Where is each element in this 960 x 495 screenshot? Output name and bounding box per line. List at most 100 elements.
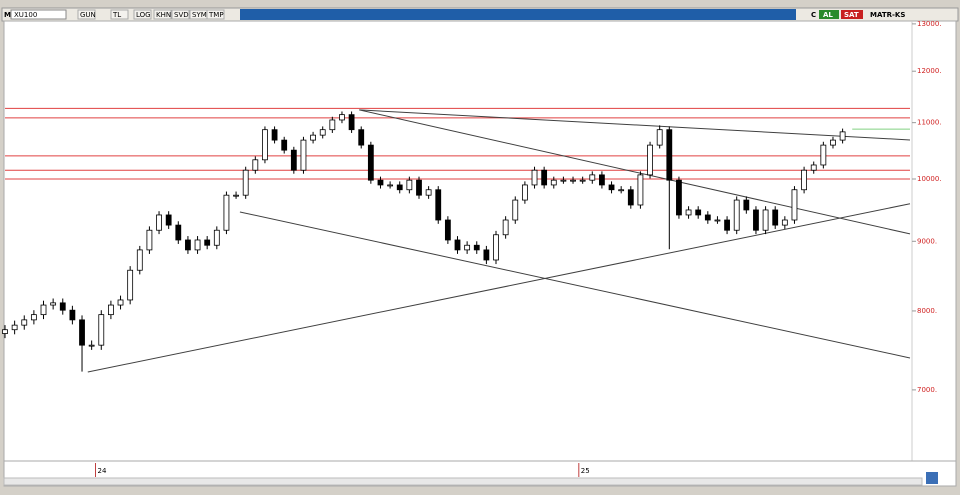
candle-body: [329, 119, 336, 131]
mode-label[interactable]: M: [4, 11, 11, 19]
candle-body: [377, 179, 384, 186]
c-button[interactable]: C: [811, 11, 816, 19]
candle-body: [348, 114, 355, 131]
candle-body: [724, 219, 730, 231]
candle-body: [367, 144, 374, 181]
candle-body: [358, 129, 365, 146]
candle-body: [579, 179, 586, 182]
candle-body: [11, 324, 18, 331]
candle-body: [435, 189, 442, 221]
candle-body: [627, 189, 634, 206]
candle-body: [753, 209, 759, 231]
toolbar-button[interactable]: TL: [112, 11, 121, 19]
candle-body: [743, 199, 750, 211]
candle-body: [637, 174, 644, 206]
toolbar-button-box[interactable]: [77, 9, 96, 20]
candle-body: [541, 169, 548, 186]
candle-body: [300, 139, 307, 171]
candle-body: [473, 244, 480, 251]
trendline: [239, 211, 911, 359]
toolbar-button-box[interactable]: [153, 9, 172, 20]
candle-body: [50, 302, 57, 306]
candle-body: [223, 194, 230, 231]
x-tick-label: 25: [581, 467, 590, 475]
candle-body: [570, 179, 576, 182]
buy-button[interactable]: AL: [823, 11, 833, 19]
nav-button[interactable]: [926, 472, 938, 484]
candle-body: [30, 314, 37, 321]
candle-body: [146, 229, 153, 251]
candle-body: [521, 184, 528, 201]
toolbar-button-box[interactable]: [110, 9, 129, 20]
toolbar-button[interactable]: GUN: [80, 11, 96, 19]
candle-body: [820, 144, 827, 166]
candle-body: [262, 129, 268, 161]
toolbar-button[interactable]: SYM: [192, 11, 207, 19]
candle-body: [396, 184, 403, 191]
candle-body: [194, 239, 201, 251]
candle-body: [656, 129, 663, 146]
candle-body: [204, 239, 211, 246]
candle-body: [69, 309, 76, 321]
scrollbar[interactable]: [3, 477, 923, 486]
candle-body: [387, 184, 394, 187]
y-tick-label: 7000.: [917, 386, 937, 394]
candle-body: [512, 199, 519, 221]
candle-body: [599, 174, 605, 186]
candle-body: [339, 114, 345, 121]
candle-body: [483, 249, 490, 261]
candle-body: [117, 299, 124, 306]
buy-box[interactable]: [819, 10, 839, 19]
candle-body: [156, 214, 162, 231]
template-label[interactable]: MATR-KS: [870, 11, 905, 19]
y-tick-label: 10000.: [917, 175, 942, 183]
candle-body: [464, 244, 471, 251]
candle-body: [733, 199, 740, 231]
candle-body: [685, 209, 692, 216]
y-tick-label: 8000.: [917, 307, 937, 315]
toolbar-button[interactable]: KHN: [156, 11, 171, 19]
toolbar-button[interactable]: SVD: [174, 11, 189, 19]
candle-body: [810, 164, 817, 171]
sell-box[interactable]: [841, 10, 863, 19]
candle-body: [839, 131, 846, 141]
candle-body: [406, 179, 413, 191]
candle-body: [454, 239, 461, 251]
candle-body: [233, 194, 239, 197]
candle-body: [127, 269, 134, 301]
candle-body: [319, 129, 326, 136]
candle-body: [213, 229, 220, 246]
candle-body: [830, 139, 836, 146]
candle-body: [502, 219, 509, 236]
candle-body: [781, 219, 788, 226]
symbol-box[interactable]: [10, 9, 67, 20]
toolbar-button[interactable]: TMP: [208, 11, 224, 19]
candle-body: [444, 219, 451, 241]
toolbar-button[interactable]: LOG: [136, 11, 151, 19]
candle-body: [79, 319, 85, 346]
toolbar-button-box[interactable]: [133, 9, 152, 20]
candle-body: [252, 159, 259, 171]
y-tick-label: 13000.: [917, 20, 942, 28]
candle-body: [647, 144, 653, 176]
symbol-label[interactable]: XU100: [14, 11, 37, 19]
candle-body: [695, 209, 702, 216]
candle-body: [714, 219, 721, 222]
candle-body: [88, 344, 95, 347]
candle-body: [618, 189, 625, 192]
candle-body: [185, 239, 191, 251]
toolbar-buttons: GUN TL LOG KHN SVD SYM TMP: [77, 9, 225, 20]
candle-body: [136, 249, 143, 271]
candle-body: [772, 209, 779, 226]
toolbar-button-box[interactable]: [206, 9, 225, 20]
candle-body: [281, 139, 288, 151]
candle-body: [310, 134, 316, 141]
candle-body: [666, 129, 673, 181]
candle-body: [21, 319, 28, 326]
candle-body: [425, 189, 432, 196]
candle-body: [98, 314, 105, 346]
candle-body: [560, 179, 567, 182]
toolbar-button-box[interactable]: [171, 9, 190, 20]
trendline: [87, 203, 911, 373]
sell-button[interactable]: SAT: [844, 11, 859, 19]
